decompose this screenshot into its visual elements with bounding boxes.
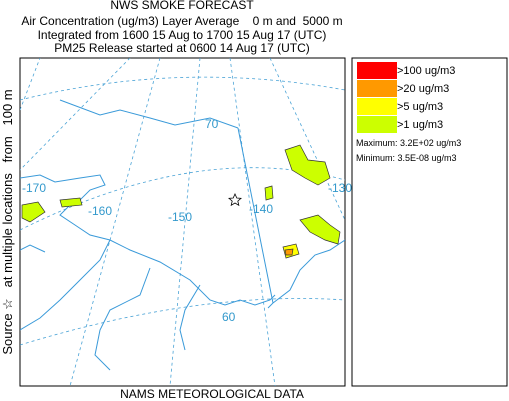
grid-label: -170 bbox=[22, 181, 46, 195]
coastline bbox=[20, 99, 276, 371]
grid-label: -140 bbox=[249, 202, 273, 216]
graticule bbox=[20, 298, 345, 346]
legend-label: >1 ug/m3 bbox=[397, 119, 443, 131]
legend: >100 ug/m3 >20 ug/m3 >5 ug/m3 >1 ug/m3 bbox=[357, 62, 455, 133]
graticule bbox=[20, 58, 345, 386]
grid-label: -130 bbox=[328, 181, 352, 195]
grid-label: -160 bbox=[88, 204, 112, 218]
subtitle-line: Integrated from 1600 15 Aug to 1700 15 A… bbox=[38, 28, 327, 42]
subtitle-line: PM25 Release started at 0600 14 Aug 17 (… bbox=[54, 41, 309, 55]
smoke-area bbox=[59, 197, 83, 208]
legend-label: >5 ug/m3 bbox=[397, 101, 443, 113]
legend-swatch bbox=[357, 116, 397, 133]
grid-label: 70 bbox=[205, 117, 219, 131]
maximum: Maximum: 3.2E+02 ug/m3 bbox=[356, 138, 461, 148]
legend-swatch bbox=[357, 62, 397, 79]
legend-swatch bbox=[357, 80, 397, 97]
grid-label: 60 bbox=[222, 310, 236, 324]
border bbox=[237, 127, 345, 309]
legend-swatch bbox=[357, 98, 397, 115]
smoke-area bbox=[21, 201, 46, 223]
smoke-area bbox=[284, 144, 331, 186]
map: -170 -160 -150 -140 -130 70 60 bbox=[19, 57, 352, 387]
source-star bbox=[228, 193, 242, 207]
title: NWS SMOKE FORECAST bbox=[110, 0, 254, 12]
minimum: Minimum: 3.5E-08 ug/m3 bbox=[356, 153, 457, 163]
smoke-area bbox=[284, 248, 294, 256]
smoke-area bbox=[264, 185, 274, 201]
side-label: Source ☆ at multiple locations from 100 … bbox=[0, 89, 15, 354]
legend-label: >100 ug/m3 bbox=[397, 65, 455, 77]
smoke-area bbox=[299, 214, 341, 245]
graticule bbox=[20, 76, 345, 101]
legend-label: >20 ug/m3 bbox=[397, 83, 449, 95]
grid-label: -150 bbox=[168, 210, 192, 224]
map-frame bbox=[19, 57, 346, 387]
subtitle-line: Air Concentration (ug/m3) Layer Average … bbox=[21, 14, 342, 28]
footer: NAMS METEOROLOGICAL DATA bbox=[120, 387, 304, 401]
